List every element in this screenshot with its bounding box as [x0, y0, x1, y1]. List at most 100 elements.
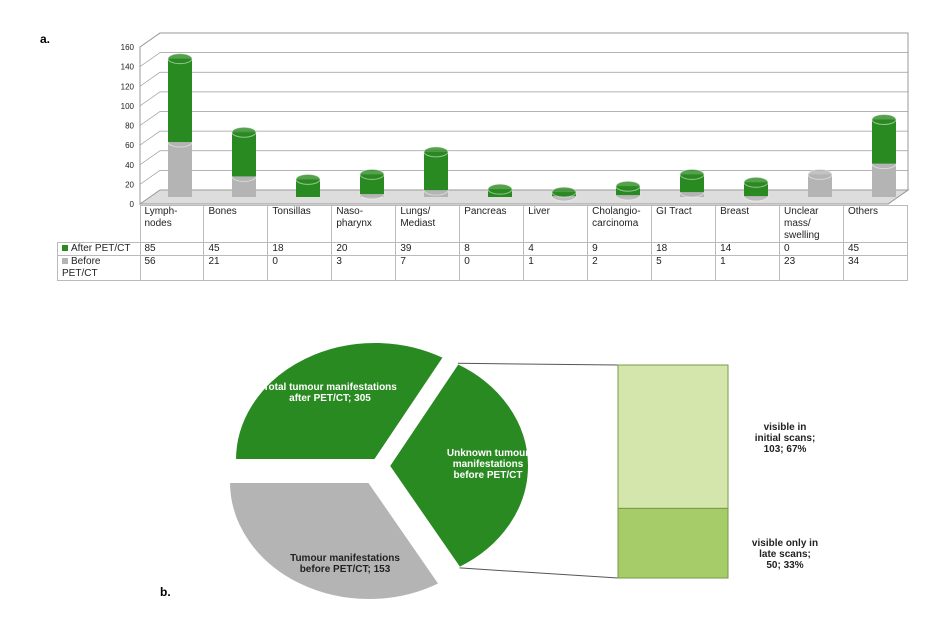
x-tick-label: Lungs/ Mediast	[395, 205, 461, 243]
table-value: 20	[331, 242, 397, 256]
y-tick-label: 20	[125, 180, 134, 189]
bar-segment	[424, 151, 448, 191]
pie-slice	[233, 341, 446, 461]
x-tick-label: Naso- pharynx	[331, 205, 397, 243]
bar-cap	[871, 113, 897, 125]
table-value: 23	[779, 255, 844, 281]
bar-cap	[615, 180, 641, 192]
table-value: 0	[779, 242, 844, 256]
data-table: Lymph- nodes Bones Tonsillas Naso- pharynx L…	[57, 205, 909, 281]
legend-entry: After PET/CT	[57, 242, 141, 256]
grid-line	[139, 32, 908, 48]
bar-segment	[617, 507, 729, 579]
table-value: 9	[587, 242, 653, 256]
bar-segment	[232, 132, 256, 177]
x-tick-label: Unclear mass/ swelling	[779, 205, 844, 243]
x-tick-label: GI Tract	[651, 205, 717, 243]
table-value: 34	[842, 255, 909, 281]
legend-label: After PET/CT	[71, 243, 131, 254]
legend-swatch	[62, 245, 68, 251]
bar-cap	[167, 53, 193, 65]
table-value: 1	[715, 255, 781, 281]
table-value: 2	[587, 255, 653, 281]
y-tick-label: 160	[121, 43, 135, 52]
bar-cap	[487, 183, 513, 195]
table-value: 45	[203, 242, 269, 256]
bar-label: visible only in late scans; 50; 33%	[751, 538, 819, 571]
bar-segment	[872, 163, 896, 197]
y-tick-label: 100	[121, 102, 135, 111]
table-value: 45	[842, 242, 909, 256]
table-value: 5	[651, 255, 717, 281]
y-tick-label: 120	[121, 82, 135, 91]
bar-cap	[679, 168, 705, 180]
grid-line	[139, 71, 908, 87]
table-row: Before PET/CT 56 21 0 3 7 0 1 2 5 1 23 34	[57, 255, 909, 281]
grid-line	[139, 111, 908, 126]
x-tick-label: Breast	[715, 205, 781, 243]
table-value: 0	[459, 255, 525, 281]
bar-cap	[743, 176, 769, 188]
floor	[138, 189, 910, 205]
table-value: 85	[139, 242, 205, 256]
table-value: 39	[395, 242, 461, 256]
y-tick-label: 60	[125, 141, 134, 150]
bar-cap	[359, 168, 385, 180]
pie-slice	[227, 481, 442, 601]
grid-line	[139, 91, 908, 107]
table-value: 8	[459, 242, 525, 256]
bar-segment	[360, 174, 384, 195]
grid-line	[139, 52, 908, 67]
table-value: 4	[523, 242, 589, 256]
bar-cap	[807, 168, 833, 180]
y-tick-label: 0	[130, 200, 135, 209]
x-tick-label: Tonsillas	[267, 205, 333, 243]
legend-swatch	[62, 258, 68, 264]
grid-line	[139, 150, 908, 166]
table-value: 7	[395, 255, 461, 281]
legend-label: Before PET/CT	[62, 256, 101, 279]
x-tick-label: Liver	[523, 205, 589, 243]
table-value: 56	[139, 255, 205, 281]
bar-cap	[295, 173, 321, 185]
table-cell	[58, 206, 141, 243]
x-tick-label: Pancreas	[459, 205, 525, 243]
bar-segment	[232, 176, 256, 197]
y-tick-label: 140	[121, 63, 135, 72]
slice-label: Unknown tumour manifestations before PET…	[446, 448, 530, 481]
bar-segment	[808, 174, 832, 197]
y-tick-label: 80	[125, 122, 134, 131]
connector	[459, 567, 619, 579]
panel-label: a.	[40, 32, 51, 46]
table-row: After PET/CT 85 45 18 20 39 8 4 9 18 14 0 45	[57, 242, 909, 256]
bar-segment	[872, 119, 896, 164]
pie-slice	[387, 361, 530, 570]
grid-line	[139, 130, 908, 146]
table-value: 1	[523, 255, 589, 281]
bar-cap	[231, 126, 257, 138]
bar-cap	[423, 146, 449, 158]
y-tick-label: 40	[125, 161, 134, 170]
bar-segment	[617, 364, 729, 509]
legend-entry: Before PET/CT	[57, 255, 141, 281]
table-value: 14	[715, 242, 781, 256]
table-value: 18	[651, 242, 717, 256]
panel-label: b.	[160, 585, 171, 599]
x-tick-label: Lymph- nodes	[139, 205, 205, 243]
bar-cap	[551, 186, 577, 198]
connector	[457, 362, 619, 366]
bar-label: visible in initial scans; 103; 67%	[754, 422, 816, 455]
x-tick-label: Others	[842, 205, 909, 243]
x-tick-label: Cholangio- carcinoma	[587, 205, 653, 243]
slice-label: Tumour manifestations before PET/CT; 153	[290, 553, 400, 575]
slice-label: Total tumour manifestations after PET/CT…	[263, 382, 397, 404]
grid-line	[139, 170, 908, 185]
table-value: 21	[203, 255, 269, 281]
bar-segment	[168, 58, 192, 143]
table-row: Lymph- nodes Bones Tonsillas Naso- pharynx L…	[58, 205, 909, 243]
table-value: 0	[267, 255, 333, 281]
x-tick-label: Bones	[203, 205, 269, 243]
table-value: 18	[267, 242, 333, 256]
